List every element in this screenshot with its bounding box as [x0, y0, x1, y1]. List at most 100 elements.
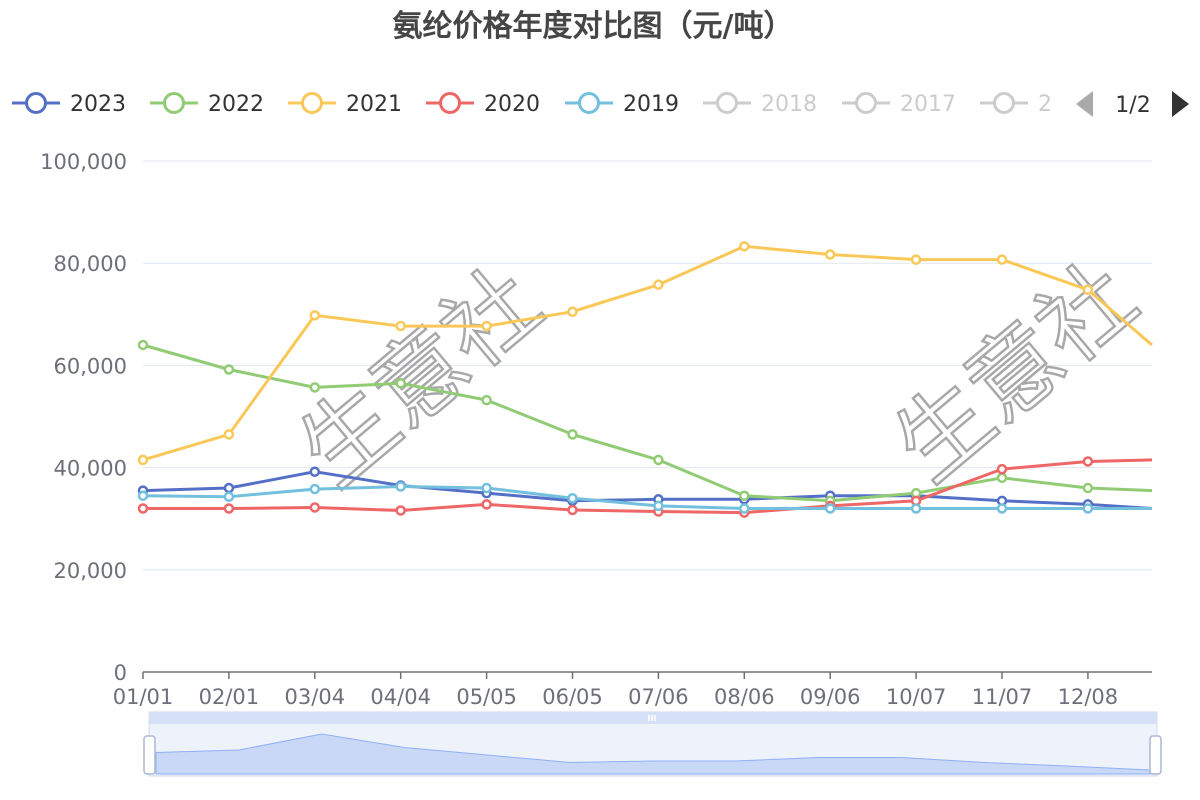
data-point[interactable]: [739, 241, 750, 252]
data-point[interactable]: [137, 339, 149, 351]
x-tick-label: 06/05: [542, 685, 603, 709]
legend-item-2023[interactable]: 2023: [12, 92, 126, 117]
data-point[interactable]: [481, 482, 492, 494]
legend-marker-icon: [25, 92, 47, 114]
data-point[interactable]: [137, 503, 149, 514]
legend-label: 2023: [70, 92, 126, 117]
legend-marker-icon: [855, 92, 877, 114]
data-point[interactable]: [223, 503, 235, 514]
data-point[interactable]: [653, 279, 664, 290]
data-point[interactable]: [223, 364, 235, 375]
data-point[interactable]: [1082, 456, 1094, 467]
data-point[interactable]: [567, 504, 578, 516]
data-point[interactable]: [395, 320, 406, 332]
legend-label: 2019: [623, 92, 679, 117]
legend-prev-page-icon[interactable]: [1076, 91, 1093, 117]
legend: 2023 2022 2021 2020 2019 2018 2017 2: [12, 92, 1052, 117]
legend-marker-icon: [716, 92, 738, 114]
legend-marker-icon: [439, 92, 461, 114]
data-zoom-move-handle[interactable]: [149, 712, 1157, 724]
data-point[interactable]: [395, 378, 406, 389]
data-point[interactable]: [395, 505, 406, 516]
data-zoom-slider[interactable]: [143, 711, 1162, 777]
legend-item-2019[interactable]: 2019: [565, 92, 679, 117]
data-point[interactable]: [223, 491, 235, 502]
data-point[interactable]: [653, 454, 664, 466]
y-tick-label: 80,000: [54, 252, 127, 276]
data-point[interactable]: [223, 429, 235, 440]
legend-item-2020[interactable]: 2020: [426, 92, 540, 117]
data-point[interactable]: [223, 482, 235, 494]
data-point[interactable]: [567, 493, 578, 504]
data-point[interactable]: [481, 499, 492, 510]
legend-pager: 1/2: [1076, 91, 1189, 118]
x-tick-label: 07/06: [628, 685, 689, 709]
series-2021: [137, 241, 1153, 466]
x-tick-label: 01/01: [113, 685, 174, 709]
legend-label: 2: [1038, 92, 1052, 117]
x-tick-label: 05/05: [456, 685, 517, 709]
legend-marker-icon: [163, 92, 185, 114]
watermark: 生意社: [875, 242, 1155, 501]
series-2019: [137, 481, 1152, 514]
legend-marker-icon: [993, 92, 1015, 114]
data-point[interactable]: [1082, 503, 1094, 514]
data-point[interactable]: [739, 490, 750, 501]
x-tick-label: 12/08: [1058, 685, 1119, 709]
y-tick-label: 0: [114, 661, 127, 685]
legend-label: 2018: [761, 92, 817, 117]
data-point[interactable]: [824, 503, 836, 514]
x-tick-label: 08/06: [714, 685, 775, 709]
data-zoom-left-handle[interactable]: [143, 735, 156, 775]
data-point[interactable]: [309, 310, 321, 321]
data-point[interactable]: [481, 394, 492, 406]
legend-label: 2021: [346, 92, 402, 117]
data-point[interactable]: [567, 306, 578, 317]
x-axis: 01/01 02/01 03/04 04/04 05/05 06/05 07/06 08/06…: [113, 671, 1152, 709]
chart-title: 氨纶价格年度对比图（元/吨）: [393, 9, 794, 44]
data-point[interactable]: [309, 466, 321, 477]
y-tick-label: 60,000: [54, 354, 127, 378]
legend-next-page-icon[interactable]: [1172, 91, 1189, 117]
data-point[interactable]: [996, 254, 1008, 265]
legend-marker-icon: [301, 92, 323, 114]
data-point[interactable]: [309, 382, 321, 393]
y-axis: 0 20,000 40,000 60,000 80,000 100,000: [40, 150, 127, 685]
legend-item-2022[interactable]: 2022: [150, 92, 264, 117]
legend-item-2018[interactable]: 2018: [703, 92, 817, 117]
data-zoom-preview-area: [155, 733, 1151, 775]
data-point[interactable]: [824, 249, 836, 260]
legend-item-2017[interactable]: 2017: [842, 92, 956, 117]
data-point[interactable]: [481, 320, 492, 332]
legend-item-2[interactable]: 2: [980, 92, 1052, 117]
series-lines: [137, 241, 1153, 518]
y-tick-label: 40,000: [54, 457, 127, 481]
data-point[interactable]: [996, 503, 1008, 514]
data-zoom-right-handle[interactable]: [1149, 735, 1162, 775]
data-point[interactable]: [1082, 482, 1094, 494]
legend-item-2021[interactable]: 2021: [288, 92, 402, 117]
legend-label: 2017: [900, 92, 956, 117]
legend-page-indicator: 1/2: [1115, 93, 1150, 118]
data-point[interactable]: [996, 463, 1008, 475]
x-tick-label: 04/04: [370, 685, 431, 709]
data-point[interactable]: [653, 500, 664, 512]
x-tick-label: 09/06: [800, 685, 861, 709]
legend-label: 2020: [484, 92, 540, 117]
data-point[interactable]: [309, 502, 321, 513]
data-point[interactable]: [567, 429, 578, 440]
x-tick-label: 02/01: [199, 685, 260, 709]
data-point[interactable]: [309, 483, 321, 495]
data-point[interactable]: [137, 454, 149, 466]
data-point[interactable]: [1082, 284, 1094, 296]
series-2022: [137, 339, 1153, 507]
data-zoom-grip-icon: [648, 715, 656, 721]
data-point[interactable]: [395, 481, 406, 492]
data-point[interactable]: [996, 472, 1008, 484]
data-point[interactable]: [910, 503, 922, 514]
data-point[interactable]: [137, 490, 149, 501]
data-point[interactable]: [739, 503, 750, 514]
data-point[interactable]: [910, 254, 922, 265]
legend-label: 2022: [208, 92, 264, 117]
